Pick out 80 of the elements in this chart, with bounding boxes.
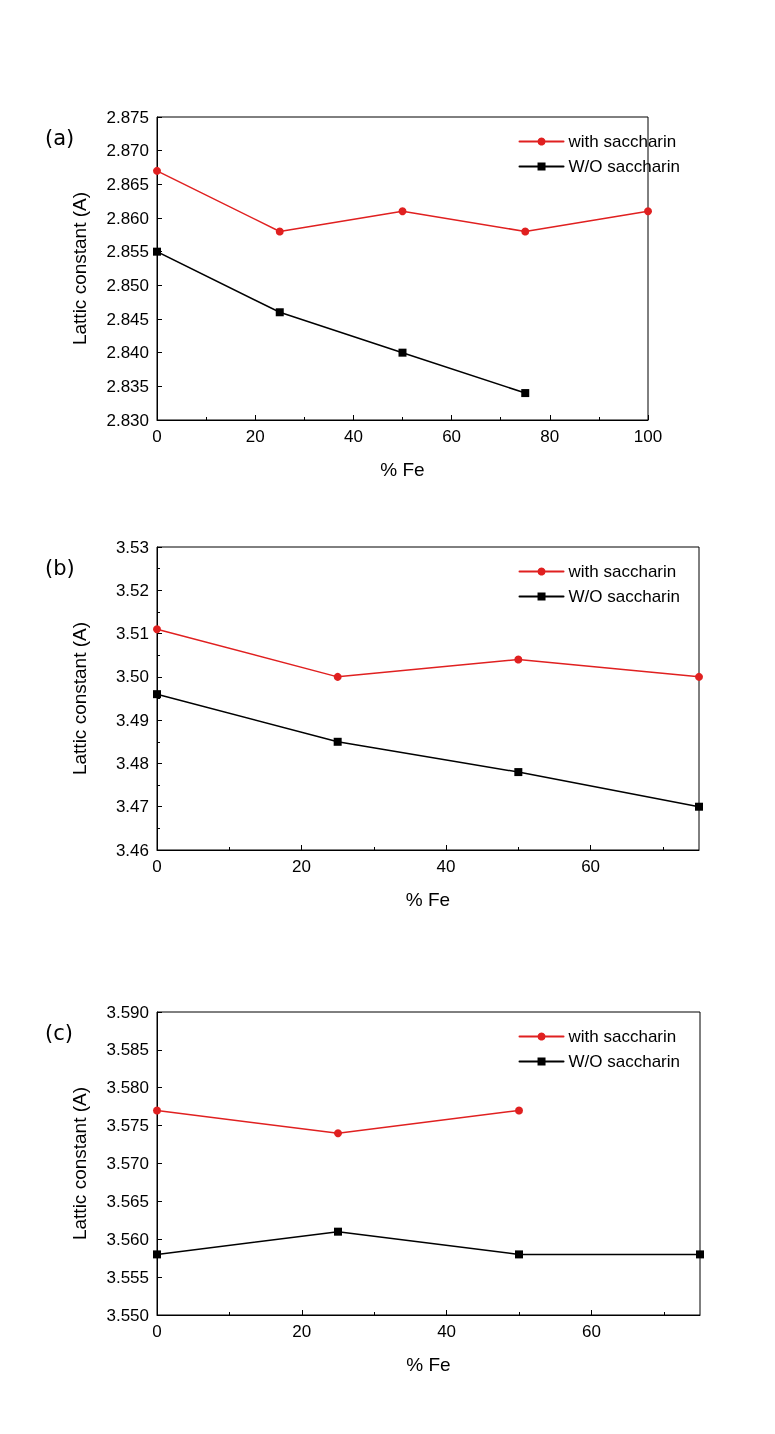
chart-title: (a) [45, 125, 75, 150]
legend-label: W/O saccharin [568, 157, 681, 176]
x-axis-title: % Fe [405, 889, 451, 910]
x-tick-label: 60 [581, 1322, 601, 1341]
point [515, 1250, 523, 1259]
point [334, 1129, 342, 1138]
point [334, 1227, 342, 1236]
point [514, 768, 523, 777]
point [153, 690, 161, 699]
x-tick-label: 40 [436, 857, 456, 876]
x-tick-label: 40 [437, 1322, 457, 1341]
point [153, 625, 161, 634]
point [275, 227, 284, 236]
x-tick-label: 0 [152, 1322, 162, 1341]
point [521, 227, 530, 236]
point [644, 207, 652, 216]
y-tick-label: 3.570 [106, 1154, 149, 1173]
y-tick-label: 2.835 [106, 376, 149, 396]
point [398, 348, 407, 357]
x-tick-label: 60 [581, 857, 601, 876]
x-tick-label: 0 [152, 427, 162, 446]
point [333, 672, 342, 681]
y-tick-label: 2.855 [106, 242, 149, 262]
x-tick-label: 20 [292, 1322, 312, 1341]
x-tick-label: 80 [540, 427, 560, 446]
point [398, 207, 407, 216]
y-tick-label: 3.46 [115, 840, 149, 860]
point [153, 1250, 161, 1259]
x-tick-label: 40 [343, 427, 363, 446]
chart-title: (b) [45, 555, 75, 580]
x-axis-title: % Fe [406, 1354, 451, 1375]
y-tick-label: 3.53 [115, 537, 149, 557]
y-tick-label: 3.49 [115, 710, 149, 730]
y-tick-label: 3.50 [115, 667, 149, 687]
x-tick-label: 60 [442, 427, 462, 446]
point [333, 737, 342, 746]
y-axis-title: Lattic constant (A) [69, 621, 90, 776]
y-tick-label: 2.830 [106, 410, 149, 430]
y-tick-label: 3.550 [106, 1305, 149, 1325]
point [153, 1106, 161, 1115]
y-tick-label: 3.48 [115, 753, 149, 773]
legend-label: W/O saccharin [568, 1052, 681, 1071]
point [153, 247, 161, 256]
y-tick-label: 2.845 [106, 309, 149, 329]
y-tick-label: 2.870 [106, 141, 149, 161]
y-tick-label: 3.47 [115, 797, 149, 817]
y-axis-title: Lattic constant (A) [69, 191, 90, 346]
point [514, 655, 523, 664]
y-tick-label: 3.51 [115, 624, 149, 644]
legend-label: W/O saccharin [568, 587, 681, 606]
point [521, 389, 530, 398]
y-tick-label: 2.860 [106, 208, 149, 228]
x-axis-title: % Fe [380, 459, 425, 480]
y-tick-label: 3.565 [106, 1191, 149, 1211]
x-tick-label: 0 [152, 857, 162, 876]
y-tick-label: 3.585 [106, 1040, 149, 1060]
x-tick-label: 20 [292, 857, 311, 876]
y-tick-label: 2.850 [106, 275, 149, 295]
legend-label: with saccharin [567, 1027, 677, 1046]
y-tick-label: 3.580 [106, 1078, 149, 1098]
chart-title: (c) [45, 1020, 73, 1045]
y-tick-label: 3.52 [115, 580, 149, 600]
y-tick-label: 3.555 [106, 1267, 149, 1287]
y-tick-label: 3.590 [106, 1002, 149, 1022]
y-tick-label: 2.840 [106, 343, 149, 363]
y-tick-label: 3.575 [106, 1116, 149, 1136]
legend-label: with saccharin [567, 562, 677, 581]
point [695, 802, 703, 811]
point [695, 672, 703, 681]
y-tick-label: 3.560 [106, 1229, 149, 1249]
y-tick-label: 2.875 [106, 107, 149, 127]
point [515, 1106, 523, 1115]
y-axis-title: Lattic constant (A) [69, 1086, 90, 1241]
point [696, 1250, 704, 1259]
point [153, 166, 161, 175]
point [275, 308, 284, 317]
x-tick-label: 100 [633, 427, 663, 446]
y-tick-label: 2.865 [106, 174, 149, 194]
legend-label: with saccharin [567, 132, 677, 151]
x-tick-label: 20 [245, 427, 265, 446]
